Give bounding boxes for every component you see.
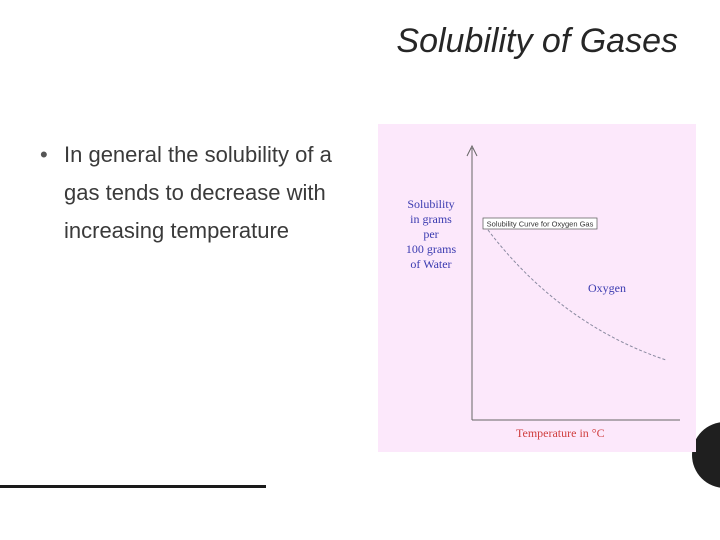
- y-axis-label-line: per: [423, 227, 438, 241]
- caption-box: [482, 217, 598, 230]
- bullet-list: In general the solubility of a gas tends…: [40, 136, 350, 250]
- y-axis-label-line: of Water: [410, 257, 451, 271]
- y-axis-label-line: 100 grams: [406, 242, 457, 256]
- curve-label: Oxygen: [588, 281, 626, 295]
- slide-title: Solubility of Gases: [396, 22, 678, 60]
- figure-background: [378, 124, 696, 452]
- y-axis-label-line: Solubility: [407, 197, 454, 211]
- decor-circle: [692, 422, 720, 488]
- solubility-curve: [484, 225, 667, 361]
- y-arrow: [466, 144, 478, 157]
- y-axis-label-line: in grams: [410, 212, 452, 226]
- figure-caption: Solubility Curve for Oxygen Gas: [487, 220, 594, 229]
- bullet: In general the solubility of a gas tends…: [40, 136, 350, 250]
- x-axis-label: Temperature in °C: [516, 426, 605, 440]
- divider-line: [0, 485, 266, 488]
